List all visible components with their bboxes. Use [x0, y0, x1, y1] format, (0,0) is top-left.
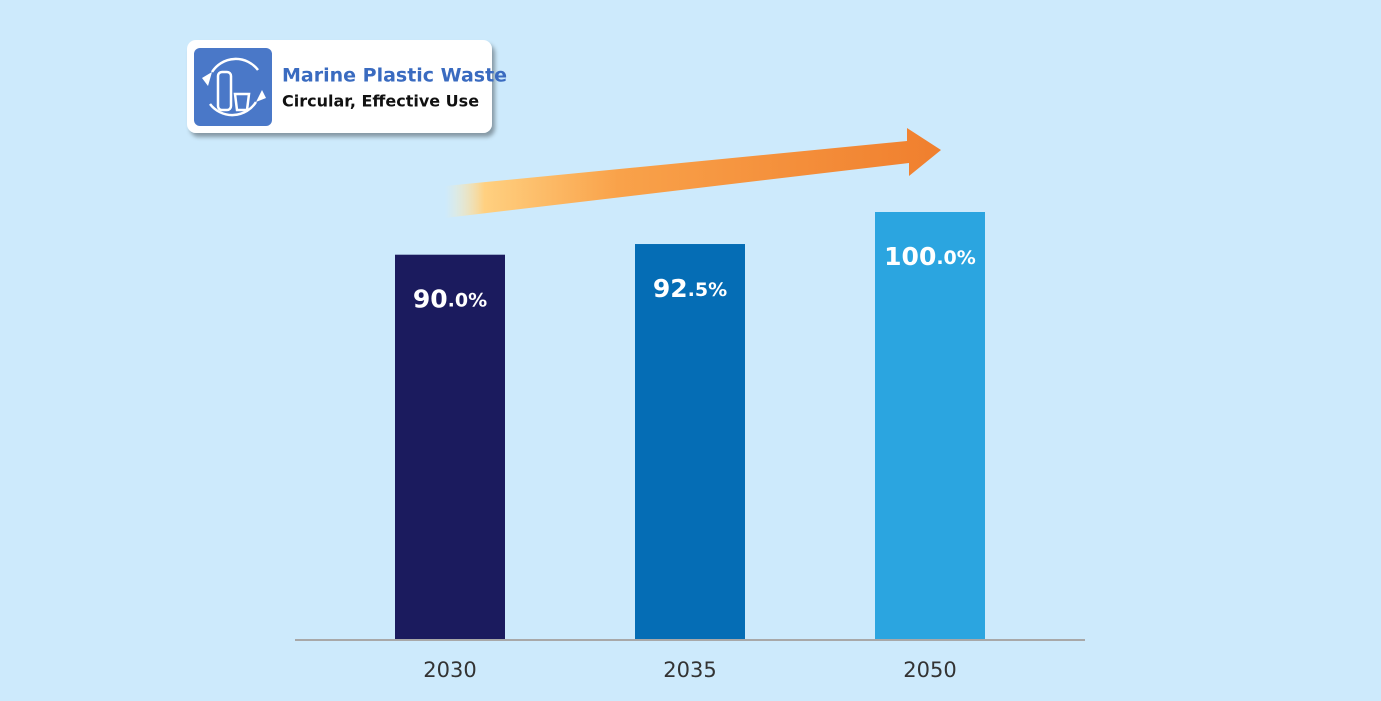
- bar: [875, 212, 985, 639]
- icon-arrow: [202, 72, 212, 86]
- bar: [635, 244, 745, 639]
- recycle-icon: [209, 57, 259, 117]
- icon-arrow: [256, 90, 266, 102]
- value-label-main: 100: [884, 242, 936, 271]
- x-tick-label: 2030: [423, 658, 476, 682]
- chart-title: Marine Plastic Waste: [282, 65, 507, 87]
- value-label-decimal: .0%: [936, 247, 975, 269]
- value-label: 100.0%: [884, 242, 976, 271]
- x-tick-label: 2050: [903, 658, 956, 682]
- value-label-decimal: .5%: [688, 279, 727, 301]
- trend-arrow: [445, 128, 941, 218]
- bar: [395, 254, 505, 639]
- value-label-main: 90: [413, 285, 448, 314]
- value-label-main: 92: [653, 274, 688, 303]
- value-label-decimal: .0%: [448, 289, 487, 311]
- chart-subtitle: Circular, Effective Use: [282, 92, 479, 111]
- legend-badge: Marine Plastic Waste Circular, Effective…: [187, 40, 507, 133]
- value-label: 90.0%: [413, 285, 487, 314]
- x-tick-label: 2035: [663, 658, 716, 682]
- value-label: 92.5%: [653, 274, 727, 303]
